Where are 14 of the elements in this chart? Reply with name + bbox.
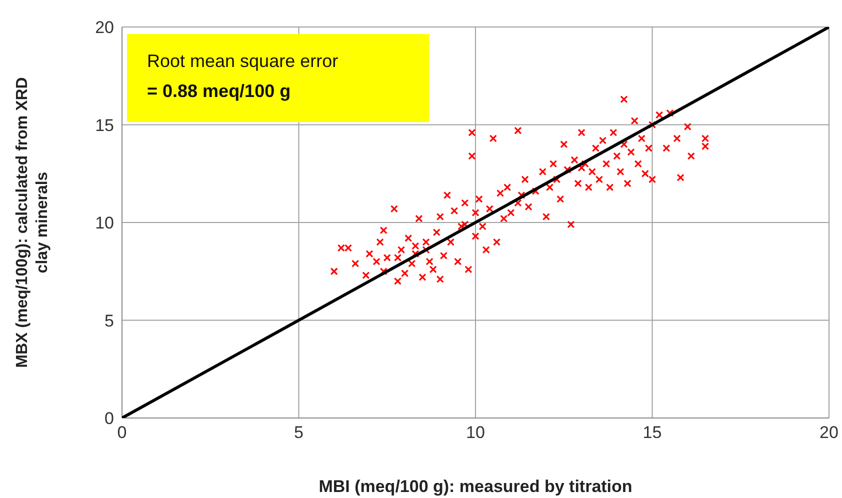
y-tick-label: 15 xyxy=(95,116,114,135)
note-box: Root mean square error = 0.88 meq/100 g xyxy=(127,34,429,122)
x-axis-title: MBI (meq/100 g): measured by titration xyxy=(318,477,632,496)
annotation: Root mean square error = 0.88 meq/100 g xyxy=(147,50,340,103)
y-tick-label: 10 xyxy=(95,214,114,233)
x-tick-label: 15 xyxy=(642,423,662,442)
x-tick-label: 10 xyxy=(466,423,485,442)
x-tick-label: 20 xyxy=(820,423,838,442)
x-tick-label: 5 xyxy=(294,423,304,442)
y-tick-label: 20 xyxy=(95,18,114,38)
x-tick-label: 0 xyxy=(117,423,127,442)
y-axis-title: MBX (meq/100g): calculated from XRD clay minerals xyxy=(14,77,51,368)
y-tick-label: 0 xyxy=(104,409,114,428)
y-tick-label: 5 xyxy=(104,311,114,330)
